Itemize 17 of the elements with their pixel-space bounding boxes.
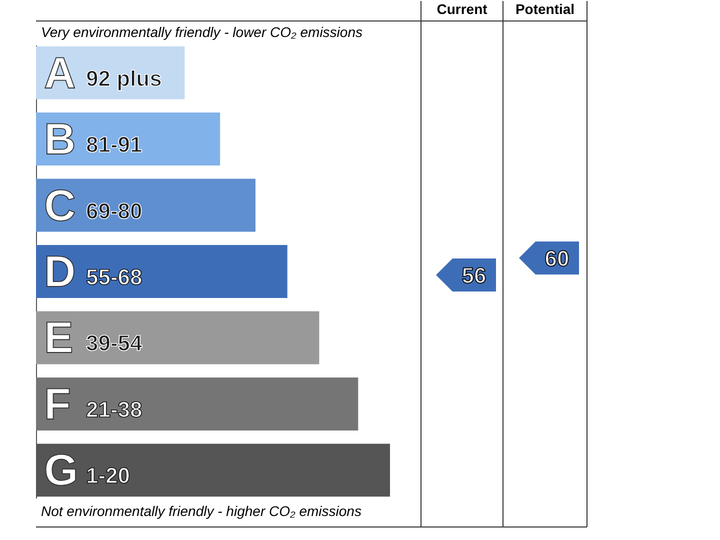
category-label: A 92 plus [44,48,162,98]
text: Potential [515,1,575,17]
text: 56 [462,263,486,288]
category-label: F 21-38 [44,380,142,429]
text: Not environmentally friendly - higher CO₂ emissions [41,503,362,519]
category-label: G 1-20 [44,446,130,496]
category-label: C 69-80 [44,181,142,230]
text: Current [436,1,488,17]
bar [36,245,288,298]
bar [36,377,358,430]
category-label: E 39-54 [44,314,142,363]
text: 60 [544,246,570,271]
category-label: B 81-91 [44,115,142,164]
text: Very environmentally friendly - lower CO₂ emissions [41,24,362,40]
category-label: D 55-68 [44,248,142,296]
bar [36,178,256,232]
bar [36,311,320,364]
